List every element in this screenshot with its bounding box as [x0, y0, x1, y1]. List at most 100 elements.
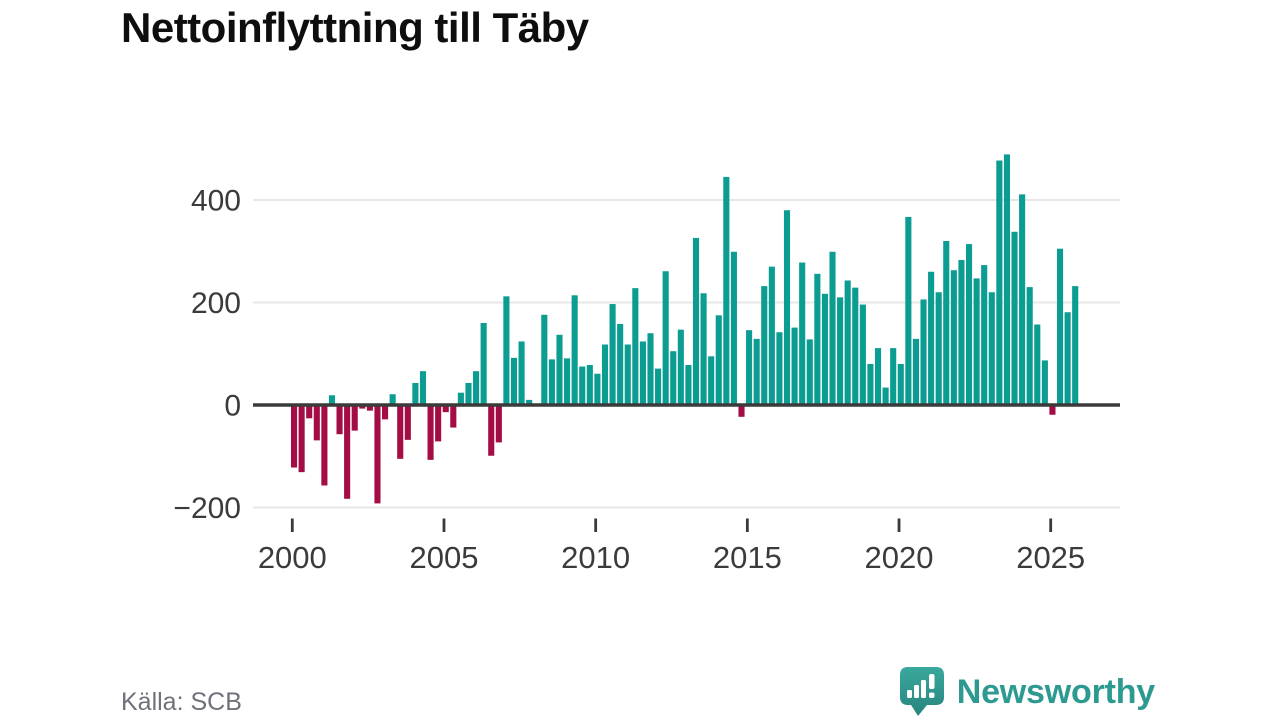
bar	[427, 405, 434, 460]
bar	[882, 387, 889, 405]
bar	[708, 356, 715, 405]
bar	[935, 292, 942, 405]
bar	[404, 405, 411, 440]
bar	[1026, 287, 1033, 405]
bar	[564, 358, 571, 405]
bar	[548, 359, 555, 405]
y-axis-label--200: −200	[173, 492, 241, 525]
bar	[397, 405, 404, 459]
bar	[291, 405, 298, 468]
bar	[609, 304, 616, 405]
bar	[950, 270, 957, 405]
bar	[344, 405, 351, 499]
bar	[867, 364, 874, 405]
bar	[321, 405, 328, 486]
bar	[382, 405, 389, 420]
bar	[419, 371, 427, 405]
bar	[829, 251, 836, 405]
bar	[981, 265, 988, 405]
bar	[844, 280, 851, 405]
bar	[958, 259, 965, 405]
bar	[541, 314, 548, 405]
bar	[510, 357, 518, 405]
x-axis-label-2010: 2010	[561, 540, 630, 575]
bar	[1064, 312, 1071, 405]
newsworthy-logo-icon	[899, 667, 944, 716]
bar	[655, 368, 662, 405]
bar	[890, 348, 897, 405]
bar	[897, 364, 904, 405]
bar	[685, 365, 692, 405]
newsworthy-brand: Newsworthy	[898, 666, 1155, 718]
bar	[374, 405, 381, 504]
bar	[1049, 405, 1056, 415]
bar	[366, 405, 373, 411]
bar	[435, 405, 442, 442]
bar	[1011, 231, 1018, 405]
y-axis-label-0: 0	[224, 390, 241, 423]
bar	[503, 296, 510, 405]
bar	[465, 382, 472, 405]
bar	[920, 299, 927, 405]
bar	[965, 244, 973, 405]
bar	[624, 344, 631, 405]
logo-exclamation-dot	[928, 692, 935, 698]
bar	[313, 405, 320, 441]
bar	[1041, 360, 1048, 405]
bar	[730, 251, 737, 405]
bar	[389, 394, 396, 405]
bar	[723, 176, 730, 405]
bar	[799, 262, 806, 405]
bar	[874, 348, 882, 405]
bar	[753, 338, 760, 405]
bar	[928, 271, 935, 405]
bar	[692, 237, 700, 405]
bar	[821, 293, 828, 405]
bar	[1003, 154, 1010, 405]
source-note: Källa: SCB	[121, 688, 242, 716]
bar	[306, 405, 313, 419]
bar	[639, 341, 646, 405]
x-axis-label-2015: 2015	[713, 540, 782, 575]
bar	[457, 392, 464, 405]
bar	[912, 338, 919, 405]
newsworthy-wordmark: Newsworthy	[956, 672, 1155, 711]
bar	[351, 405, 358, 431]
bar	[579, 366, 586, 405]
bar	[1019, 194, 1026, 405]
y-axis-label-400: 400	[191, 185, 241, 218]
x-axis-label-2020: 2020	[865, 540, 934, 575]
bar	[700, 293, 707, 405]
logo-bar-1	[906, 690, 912, 698]
bar	[526, 399, 533, 406]
bar	[412, 382, 419, 405]
x-axis-label-2005: 2005	[409, 540, 478, 575]
bar	[996, 160, 1003, 405]
bar	[973, 278, 980, 405]
logo-exclamation-bar	[928, 674, 935, 689]
bar	[617, 324, 624, 405]
bar	[715, 315, 722, 405]
bar	[586, 365, 593, 405]
bar	[518, 341, 525, 405]
bar	[495, 405, 502, 443]
bar	[670, 351, 677, 405]
bar	[806, 339, 813, 405]
bar	[768, 266, 775, 406]
bar	[442, 405, 449, 413]
bar	[328, 395, 336, 405]
bar	[571, 295, 578, 405]
bar	[761, 286, 768, 405]
logo-bar-3	[920, 680, 926, 698]
bar	[601, 344, 609, 405]
bar	[852, 287, 859, 405]
bar	[738, 405, 745, 417]
bar	[776, 332, 783, 405]
bar	[1072, 286, 1079, 405]
bar	[298, 405, 305, 473]
bar	[837, 297, 844, 405]
bar	[632, 288, 639, 405]
bar	[988, 292, 995, 405]
